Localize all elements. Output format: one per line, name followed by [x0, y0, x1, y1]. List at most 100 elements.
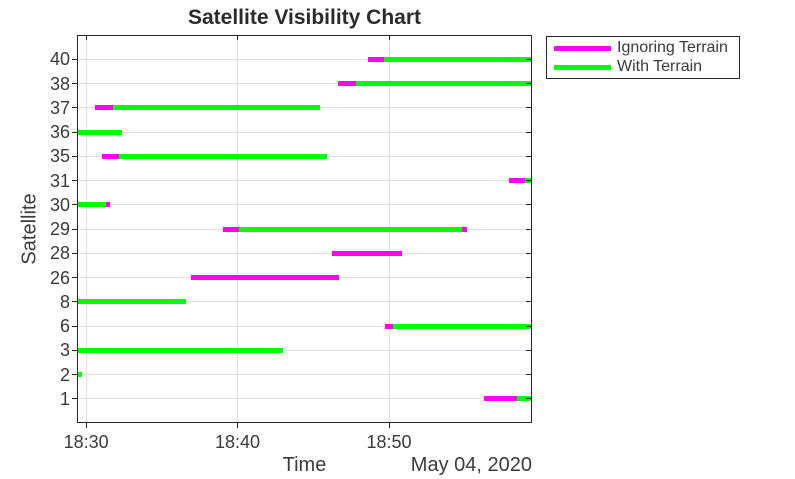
y-tick-mark-right: [526, 349, 531, 351]
y-tick-mark-right: [526, 228, 531, 230]
x-tick-mark-bottom: [237, 423, 239, 428]
y-tick-label: 36: [49, 122, 70, 142]
visibility-bar-sat3-with: [77, 347, 283, 353]
x-tick-mark-bottom: [85, 423, 87, 428]
visibility-bar-sat29-ignoring: [223, 226, 240, 232]
visibility-bar-sat6-with: [392, 323, 532, 329]
y-tick-label: 30: [49, 194, 70, 215]
legend-label-with-terrain: With Terrain: [617, 58, 703, 75]
magenta-line-swatch: [554, 45, 611, 51]
visibility-bar-sat1-ignoring: [484, 396, 517, 402]
visibility-bar-sat8-with: [77, 299, 187, 305]
legend: Ignoring Terrain With Terrain: [546, 36, 740, 79]
y-tick-label: 35: [49, 146, 70, 167]
visibility-bar-sat35-with: [119, 153, 327, 159]
x-tick-mark-top: [388, 36, 390, 40]
y-tick-mark-right: [526, 374, 531, 375]
y-tick-mark-right: [526, 398, 531, 400]
y-tick-label: 28: [49, 243, 70, 264]
y-tick-mark-left: [72, 155, 77, 157]
y-tick-mark-right: [526, 301, 531, 303]
y-gridline: [78, 83, 531, 84]
x-tick-label: 18:30: [63, 432, 109, 452]
y-tick-label: 8: [59, 291, 70, 312]
y-gridline: [78, 374, 531, 375]
visibility-bar-sat36-with: [77, 129, 123, 135]
y-gridline: [78, 204, 531, 206]
visibility-bar-sat38-ignoring: [337, 81, 356, 86]
x-tick-label: 18:50: [366, 432, 412, 452]
y-tick-mark-left: [72, 180, 77, 181]
y-tick-label: 2: [59, 364, 70, 385]
y-tick-mark-left: [72, 398, 77, 400]
y-gridline: [78, 180, 531, 181]
visibility-bar-sat6-ignoring: [385, 323, 393, 329]
y-gridline: [78, 131, 531, 133]
y-tick-mark-right: [526, 83, 531, 84]
y-tick-mark-left: [72, 107, 77, 109]
visibility-bar-sat30-ignoring: [105, 202, 111, 208]
visibility-bar-sat35-ignoring: [101, 153, 120, 159]
y-tick-label: 1: [59, 388, 70, 409]
visibility-bar-sat40-ignoring: [367, 56, 385, 62]
visibility-bar-sat38-with: [355, 81, 532, 86]
y-gridline: [78, 398, 531, 400]
chart-title: Satellite Visibility Chart: [187, 6, 422, 29]
legend-item-ignoring-terrain: Ignoring Terrain: [554, 39, 739, 56]
y-tick-label: 6: [59, 316, 70, 336]
y-tick-mark-right: [526, 277, 531, 278]
y-tick-mark-left: [72, 58, 77, 60]
x-tick-mark-top: [237, 36, 239, 40]
visibility-bar-sat2-with: [77, 372, 83, 377]
y-tick-label: 26: [49, 267, 70, 288]
x-tick-mark-bottom: [388, 423, 390, 428]
visibility-bar-sat40-with: [384, 56, 532, 62]
visibility-bar-sat37-with: [112, 105, 321, 111]
x-axis-label: Time: [282, 454, 327, 476]
x-tick-mark-top: [85, 36, 87, 40]
y-tick-mark-left: [72, 204, 77, 206]
visibility-bar-sat30-with: [77, 202, 106, 208]
y-tick-label: 3: [59, 340, 70, 361]
plot-area: 18:30 18:40 18:50 40 38 37 36 35 31 30 29 28 26 8 6 3 2 1: [50, 35, 532, 452]
y-tick-label: 29: [49, 219, 70, 239]
y-gridline: [78, 349, 531, 351]
y-tick-mark-right: [526, 58, 531, 60]
legend-item-with-terrain: With Terrain: [554, 58, 739, 75]
y-tick-mark-left: [72, 349, 77, 351]
y-tick-mark-right: [526, 131, 531, 133]
y-tick-label: 38: [49, 73, 70, 94]
y-tick-mark-left: [72, 252, 77, 254]
x-axis-date-label: May 04, 2020: [410, 454, 532, 476]
y-gridline: [78, 301, 531, 303]
visibility-bar-sat1-with: [517, 396, 532, 402]
y-tick-mark-left: [72, 301, 77, 303]
y-tick-mark-left: [72, 83, 77, 84]
legend-label-ignoring-terrain: Ignoring Terrain: [617, 39, 728, 56]
x-tick-label: 18:40: [215, 432, 261, 452]
visibility-bar-sat29-with: [239, 226, 462, 232]
y-gridline: [78, 58, 531, 60]
y-tick-mark-left: [72, 277, 77, 278]
y-tick-mark-right: [526, 325, 531, 327]
y-tick-mark-left: [72, 131, 77, 133]
y-tick-mark-right: [526, 107, 531, 109]
y-tick-label: 40: [49, 49, 70, 70]
y-gridline: [78, 325, 531, 327]
visibility-bar-sat29-ignoring: [461, 226, 468, 232]
visibility-bar-sat31-ignoring: [508, 178, 526, 183]
y-tick-mark-right: [526, 252, 531, 254]
y-tick-mark-left: [72, 325, 77, 327]
visibility-bar-sat26-ignoring: [191, 275, 340, 280]
y-tick-mark-right: [526, 180, 531, 181]
y-gridline: [78, 252, 531, 254]
visibility-bar-sat37-ignoring: [95, 105, 113, 111]
y-tick-mark-right: [526, 155, 531, 157]
y-tick-mark-left: [72, 374, 77, 375]
y-tick-mark-right: [526, 204, 531, 206]
y-tick-mark-left: [72, 228, 77, 230]
y-tick-label: 31: [49, 170, 70, 191]
visibility-bar-sat28-ignoring: [332, 250, 402, 256]
y-tick-label: 37: [49, 97, 70, 118]
